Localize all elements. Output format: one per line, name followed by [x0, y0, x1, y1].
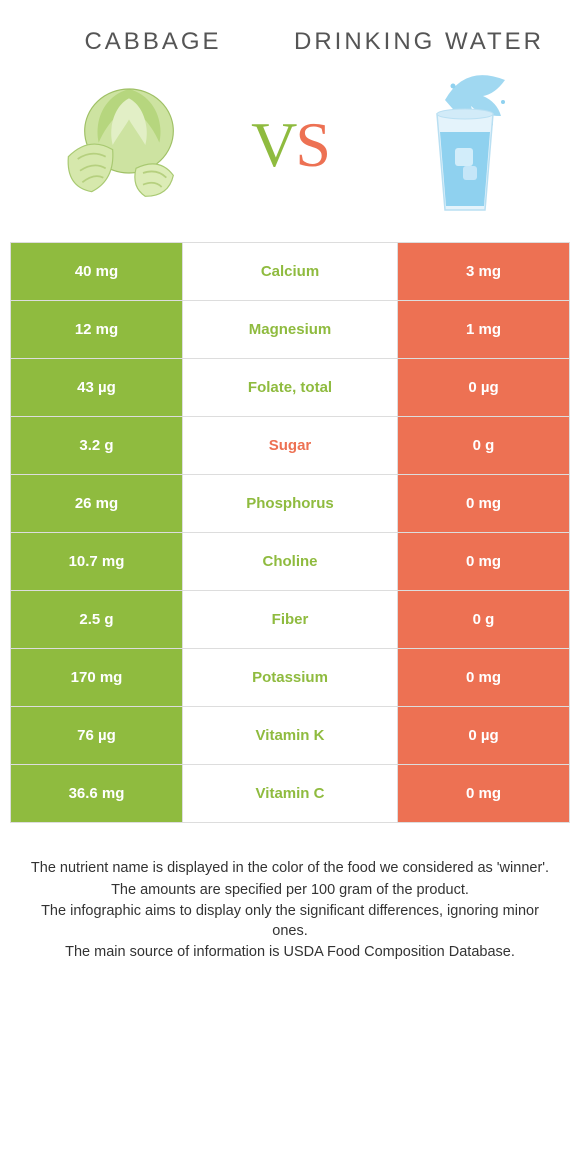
right-value-cell: 3 mg	[397, 243, 569, 300]
nutrient-label-cell: Magnesium	[183, 301, 397, 358]
left-value-cell: 26 mg	[11, 475, 183, 532]
water-glass-icon	[390, 70, 540, 220]
left-value-cell: 170 mg	[11, 649, 183, 706]
header-titles: Cabbage Drinking water	[0, 0, 580, 64]
footnote-line: The amounts are specified per 100 gram o…	[28, 881, 552, 901]
right-food-title: Drinking water	[282, 28, 556, 56]
table-row: 26 mgPhosphorus0 mg	[11, 475, 569, 533]
right-value-cell: 0 mg	[397, 475, 569, 532]
table-row: 43 µgFolate, total0 µg	[11, 359, 569, 417]
left-value-cell: 43 µg	[11, 359, 183, 416]
left-value-cell: 36.6 mg	[11, 765, 183, 822]
nutrient-label-cell: Calcium	[183, 243, 397, 300]
right-value-cell: 0 g	[397, 417, 569, 474]
table-row: 40 mgCalcium3 mg	[11, 243, 569, 301]
vs-s: S	[295, 109, 329, 180]
nutrient-label-cell: Fiber	[183, 591, 397, 648]
nutrient-label-cell: Phosphorus	[183, 475, 397, 532]
right-value-cell: 1 mg	[397, 301, 569, 358]
footnote-line: The main source of information is USDA F…	[28, 943, 552, 963]
table-row: 3.2 gSugar0 g	[11, 417, 569, 475]
left-value-cell: 2.5 g	[11, 591, 183, 648]
table-row: 12 mgMagnesium1 mg	[11, 301, 569, 359]
nutrition-table: 40 mgCalcium3 mg12 mgMagnesium1 mg43 µgF…	[10, 242, 570, 823]
right-value-cell: 0 mg	[397, 649, 569, 706]
table-row: 36.6 mgVitamin C0 mg	[11, 765, 569, 823]
table-row: 76 µgVitamin K0 µg	[11, 707, 569, 765]
right-value-cell: 0 µg	[397, 707, 569, 764]
vs-label: VS	[251, 108, 329, 182]
footnote-line: The infographic aims to display only the…	[28, 902, 552, 941]
table-row: 2.5 gFiber0 g	[11, 591, 569, 649]
right-value-cell: 0 mg	[397, 765, 569, 822]
nutrient-label-cell: Vitamin K	[183, 707, 397, 764]
right-value-cell: 0 g	[397, 591, 569, 648]
left-value-cell: 76 µg	[11, 707, 183, 764]
footnotes: The nutrient name is displayed in the co…	[0, 823, 580, 963]
left-value-cell: 3.2 g	[11, 417, 183, 474]
right-value-cell: 0 µg	[397, 359, 569, 416]
nutrient-label-cell: Vitamin C	[183, 765, 397, 822]
left-value-cell: 10.7 mg	[11, 533, 183, 590]
table-row: 10.7 mgCholine0 mg	[11, 533, 569, 591]
nutrient-label-cell: Choline	[183, 533, 397, 590]
left-value-cell: 40 mg	[11, 243, 183, 300]
table-row: 170 mgPotassium0 mg	[11, 649, 569, 707]
left-value-cell: 12 mg	[11, 301, 183, 358]
nutrient-label-cell: Potassium	[183, 649, 397, 706]
nutrient-label-cell: Sugar	[183, 417, 397, 474]
vs-v: V	[251, 109, 295, 180]
left-food-title: Cabbage	[24, 28, 282, 56]
right-value-cell: 0 mg	[397, 533, 569, 590]
footnote-line: The nutrient name is displayed in the co…	[28, 859, 552, 879]
images-row: VS	[0, 64, 580, 242]
nutrient-label-cell: Folate, total	[183, 359, 397, 416]
cabbage-icon	[40, 70, 190, 220]
